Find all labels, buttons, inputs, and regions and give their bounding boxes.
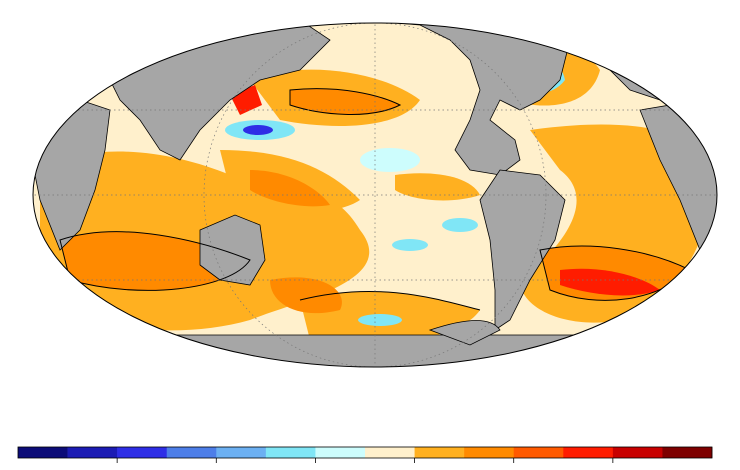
colorbar: [17, 446, 713, 463]
map-outline: [32, 22, 718, 368]
colorbar-segment: [117, 447, 168, 458]
colorbar-segment: [513, 447, 564, 458]
graticule: [33, 23, 717, 367]
colorbar-segment: [67, 447, 118, 458]
colorbar-segment: [315, 447, 366, 458]
colorbar-segment: [216, 447, 267, 458]
colorbar-segment: [166, 447, 217, 458]
colorbar-segment: [612, 447, 663, 458]
colorbar-segment: [18, 447, 68, 458]
colorbar-frame: [17, 446, 713, 459]
colorbar-segment: [662, 447, 713, 458]
map: [33, 23, 717, 367]
colorbar-segment: [563, 447, 614, 458]
colorbar-segment: [414, 447, 465, 458]
colorbar-segment: [464, 447, 515, 458]
colorbar-segment: [365, 447, 415, 458]
colorbar-segment: [265, 447, 316, 458]
